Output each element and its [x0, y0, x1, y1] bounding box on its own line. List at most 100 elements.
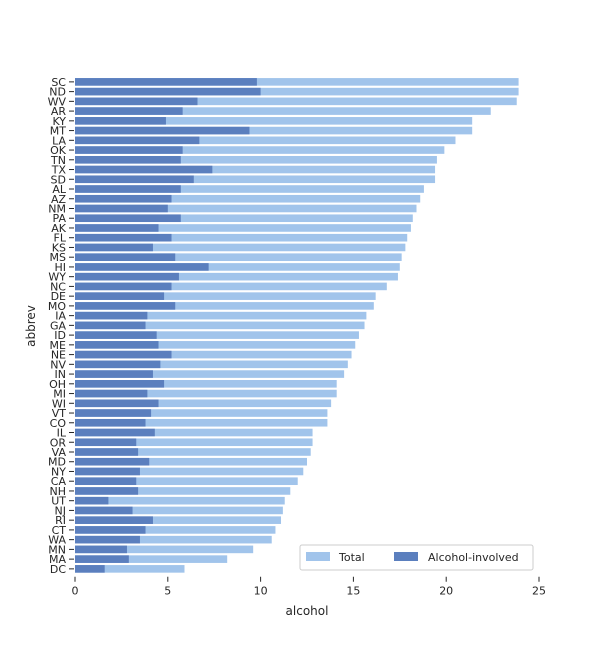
bar-alcohol-involved-WV: [75, 97, 198, 106]
bar-total-NJ: [75, 506, 283, 515]
legend: Total Alcohol-involved: [299, 544, 534, 571]
bar-alcohol-involved-MS: [75, 253, 176, 261]
bar-alcohol-involved-AR: [75, 107, 183, 115]
bar-total-IA: [75, 311, 367, 320]
y-tick-label-OH: OH: [49, 378, 66, 391]
y-tick-label-CA: CA: [51, 475, 67, 488]
y-tick-label-AZ: AZ: [51, 193, 67, 206]
bar-alcohol-involved-AK: [75, 224, 159, 232]
bar-total-ME: [75, 341, 356, 349]
bar-total-TX: [75, 165, 436, 174]
y-tick-label-FL: FL: [54, 232, 67, 245]
bar-alcohol-involved-VA: [75, 448, 139, 456]
y-tick-label-WY: WY: [48, 271, 66, 284]
bar-total-ID: [75, 331, 359, 339]
bar-alcohol-involved-AL: [75, 185, 181, 193]
bar-total-MO: [75, 302, 374, 310]
y-tick-label-IL: IL: [57, 427, 67, 440]
bar-total-SD: [75, 175, 436, 184]
y-tick-label-SC: SC: [51, 76, 66, 89]
y-tick-label-GA: GA: [50, 319, 67, 332]
bar-alcohol-involved-RI: [75, 516, 153, 524]
bar-alcohol-involved-CA: [75, 477, 137, 486]
bar-alcohol-involved-NE: [75, 350, 172, 359]
y-tick-label-SD: SD: [51, 173, 66, 186]
bar-total-MA: [75, 555, 228, 563]
y-tick-label-MO: MO: [48, 300, 66, 313]
bar-total-IL: [75, 428, 313, 437]
bar-total-FL: [75, 233, 408, 242]
bar-alcohol-involved-WI: [75, 399, 159, 408]
bar-total-GA: [75, 321, 365, 330]
total-series-bars: [75, 78, 519, 573]
y-tick-label-LA: LA: [52, 134, 66, 147]
bar-alcohol-involved-DC: [75, 565, 105, 573]
bar-alcohol-involved-UT: [75, 496, 109, 505]
bar-alcohol-involved-NM: [75, 204, 168, 213]
x-tick-label-10: 10: [254, 585, 268, 598]
y-tick-label-HI: HI: [54, 261, 66, 274]
bar-total-UT: [75, 496, 285, 505]
bar-total-AK: [75, 224, 411, 232]
y-tick-label-AK: AK: [51, 222, 67, 235]
bar-alcohol-involved-IN: [75, 370, 153, 378]
y-tick-label-RI: RI: [55, 514, 66, 527]
bar-alcohol-involved-TN: [75, 155, 181, 164]
y-tick-label-OR: OR: [50, 436, 67, 449]
legend-label-total: Total: [338, 551, 365, 564]
bar-total-CO: [75, 418, 328, 427]
x-tick-label-15: 15: [346, 585, 360, 598]
x-tick-label-20: 20: [439, 585, 453, 598]
y-tick-label-CO: CO: [50, 417, 67, 430]
alcohol-involved-series-bars: [75, 78, 261, 573]
y-tick-label-MS: MS: [50, 251, 66, 264]
bar-total-MD: [75, 457, 307, 466]
y-tick-label-UT: UT: [51, 495, 66, 508]
bar-total-MI: [75, 389, 337, 398]
y-tick-label-ND: ND: [49, 86, 66, 99]
legend-swatch-total: [306, 552, 330, 561]
bar-alcohol-involved-MT: [75, 126, 250, 135]
x-tick-label-25: 25: [532, 585, 546, 598]
y-tick-label-WV: WV: [48, 95, 67, 108]
bar-alcohol-involved-FL: [75, 233, 172, 242]
y-tick-label-VA: VA: [52, 446, 67, 459]
bar-total-DE: [75, 292, 376, 300]
y-tick-label-NV: NV: [50, 358, 66, 371]
bar-total-MS: [75, 253, 402, 261]
bar-total-MN: [75, 545, 254, 554]
bar-total-OR: [75, 438, 313, 447]
bar-total-NY: [75, 467, 304, 476]
bar-total-VT: [75, 409, 328, 417]
y-axis-label: abbrev: [24, 305, 38, 347]
y-tick-label-TN: TN: [50, 154, 66, 167]
bar-alcohol-involved-LA: [75, 136, 200, 145]
y-tick-label-NE: NE: [51, 349, 66, 362]
y-tick-label-DE: DE: [51, 290, 66, 303]
bar-total-AZ: [75, 194, 421, 203]
bar-total-OH: [75, 380, 337, 388]
x-axis-ticks: 0 5 10 15 20 25: [72, 576, 546, 598]
bar-alcohol-involved-ND: [75, 87, 261, 96]
y-tick-label-NJ: NJ: [55, 504, 66, 517]
y-tick-label-TX: TX: [51, 164, 67, 177]
bar-alcohol-involved-KY: [75, 117, 166, 125]
y-tick-label-OK: OK: [50, 144, 67, 157]
bar-total-HI: [75, 263, 400, 271]
bar-alcohol-involved-MO: [75, 302, 176, 310]
y-tick-label-AL: AL: [52, 183, 67, 196]
y-tick-label-DC: DC: [50, 563, 66, 576]
bar-alcohol-involved-PA: [75, 214, 181, 223]
bar-total-WY: [75, 272, 398, 281]
bar-alcohol-involved-NH: [75, 487, 139, 495]
bar-alcohol-involved-NY: [75, 467, 140, 476]
bar-total-RI: [75, 516, 282, 524]
y-tick-label-KS: KS: [52, 241, 66, 254]
y-tick-label-NC: NC: [50, 280, 66, 293]
bar-total-TN: [75, 155, 437, 164]
bar-alcohol-involved-IA: [75, 311, 148, 320]
bar-alcohol-involved-TX: [75, 165, 213, 174]
bar-total-VA: [75, 448, 311, 456]
bar-total-AR: [75, 107, 491, 115]
